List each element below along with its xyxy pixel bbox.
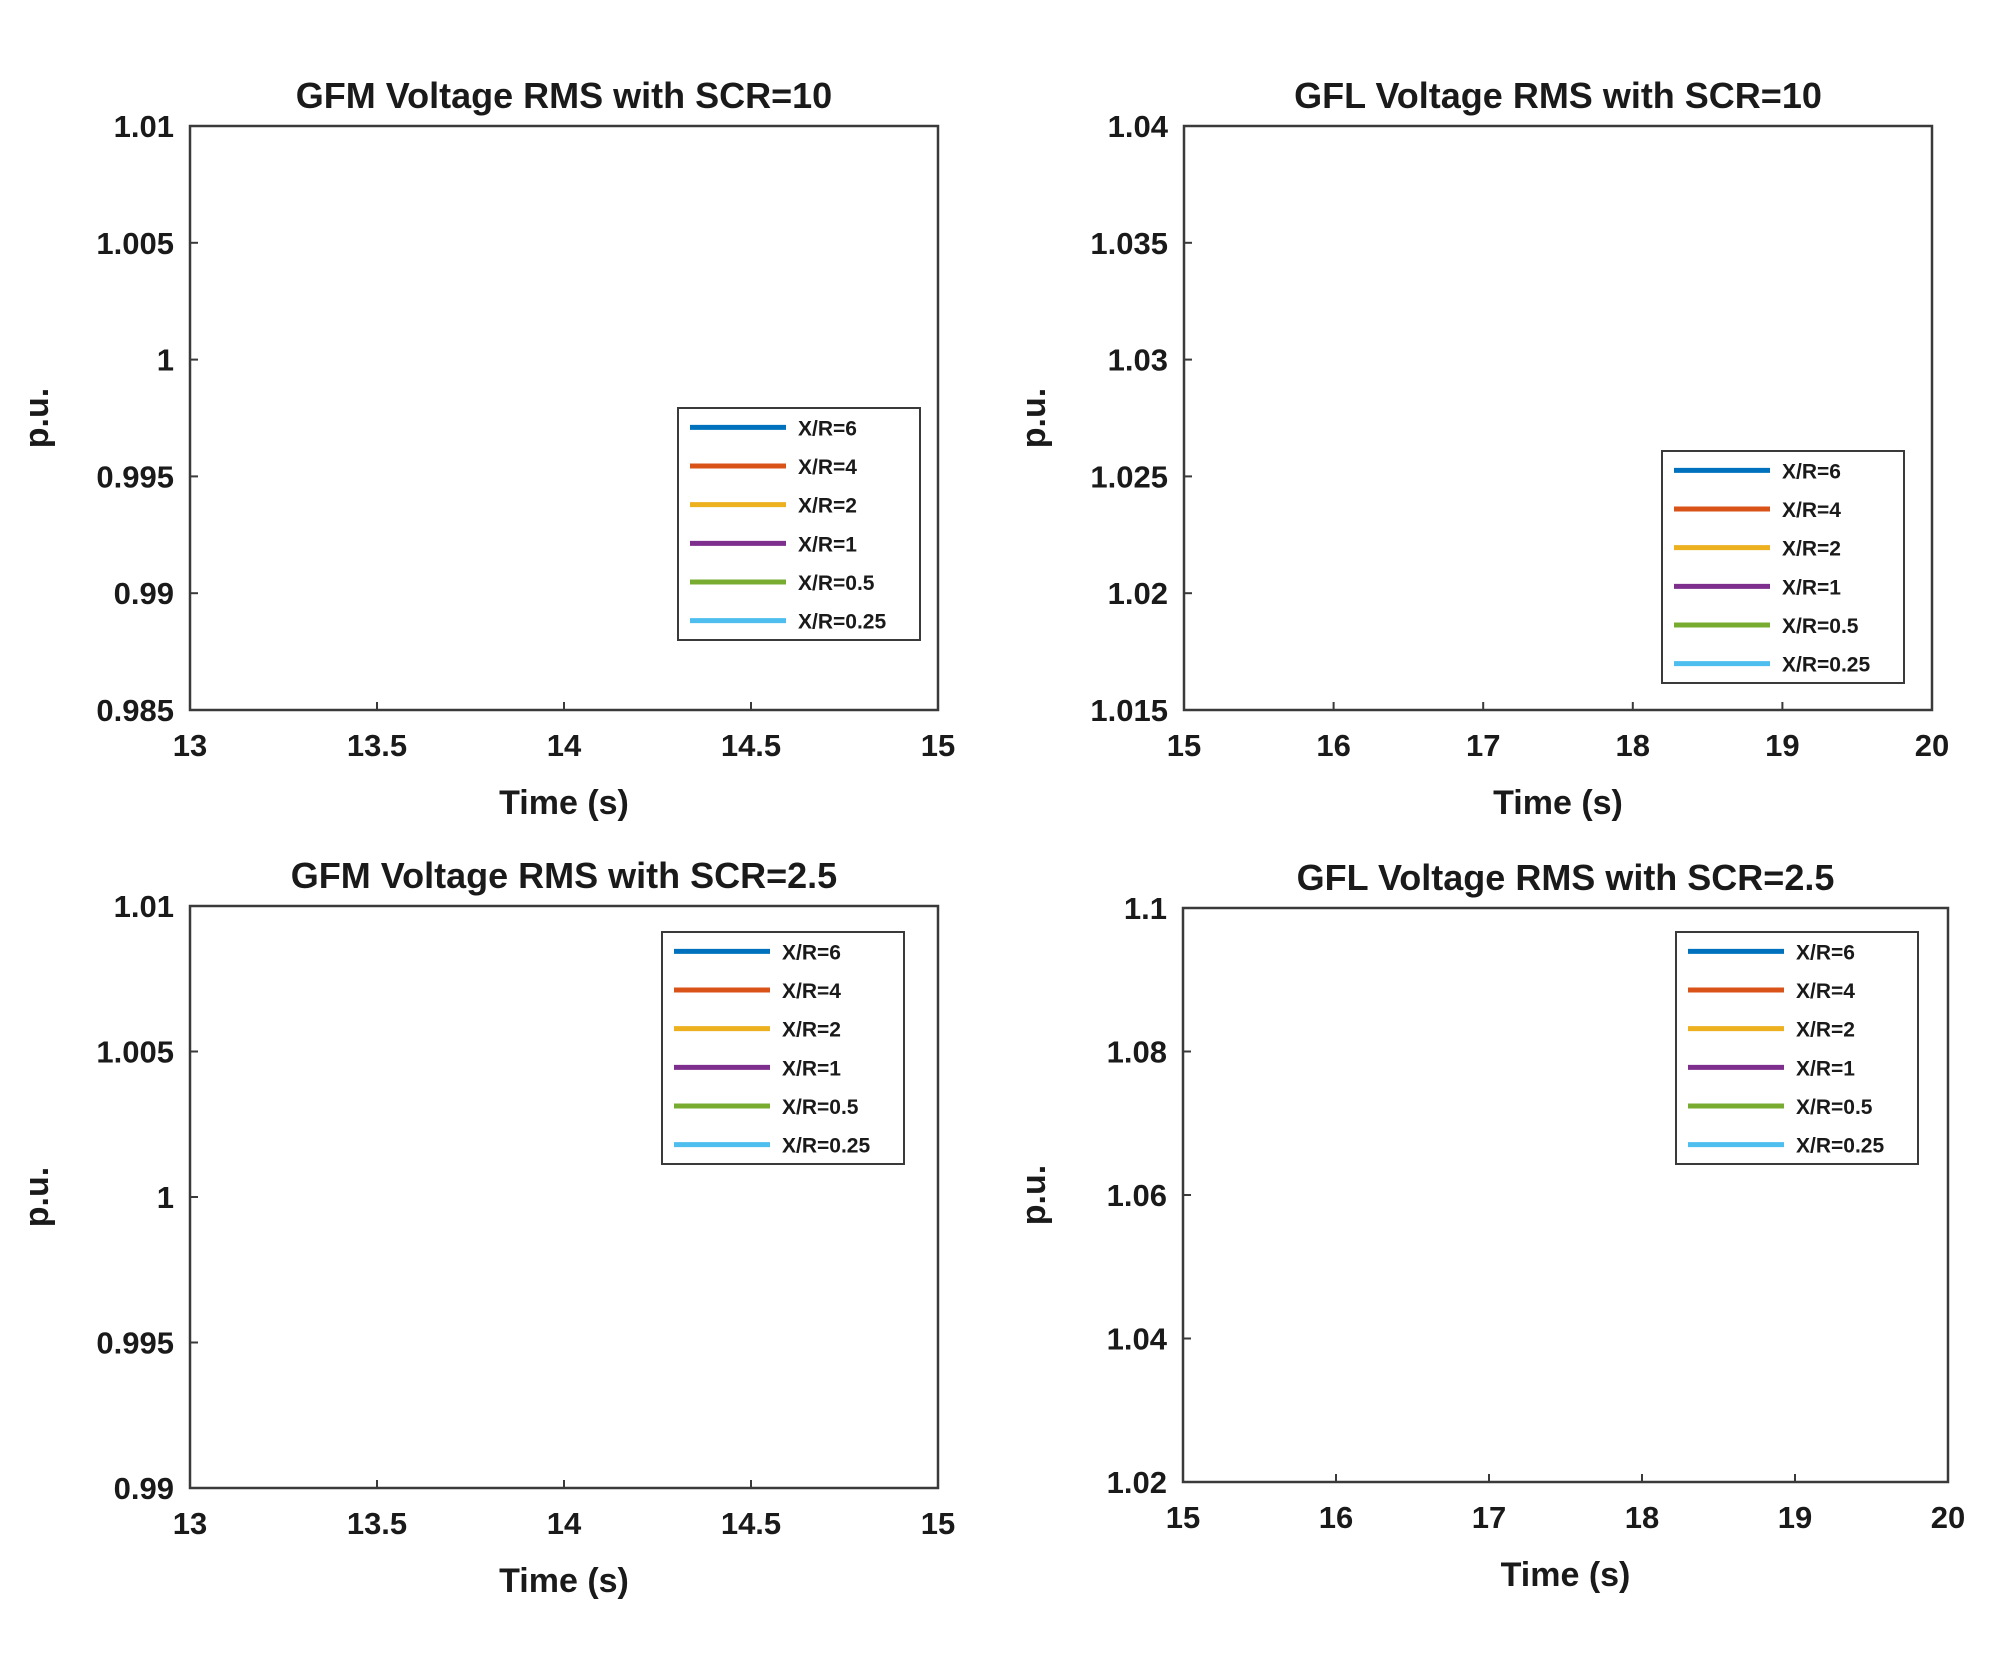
legend-entry: X/R=2 (1782, 538, 1841, 561)
x-tick-label: 13.5 (347, 728, 407, 763)
x-axis-label: Time (s) (499, 784, 629, 822)
legend-entry: X/R=4 (1796, 980, 1855, 1003)
chart-title: GFM Voltage RMS with SCR=2.5 (291, 855, 837, 896)
y-axis-label: p.u. (18, 1167, 56, 1227)
y-tick-label: 1.015 (1090, 693, 1168, 728)
legend-box (1661, 450, 1905, 684)
chart-gfl-scr2-5: 15 16 17 18 19 20 1.02 1.04 1.06 1.08 1.1 GFL Volta… (997, 832, 1994, 1664)
y-tick-label: 1.01 (114, 889, 174, 924)
legend-box (677, 407, 921, 641)
x-tick-label: 13.5 (347, 1506, 407, 1541)
legend-entry: X/R=1 (798, 533, 857, 556)
x-tick-label: 14 (547, 728, 582, 763)
chart-svg: 13 13.5 14 14.5 15 0.985 0.99 0.995 1 1.005 1.01 GF… (18, 75, 955, 822)
legend-entry: X/R=1 (782, 1057, 841, 1080)
x-axis-label: Time (s) (499, 1562, 629, 1600)
y-tick-label: 1.03 (1108, 343, 1168, 378)
y-tick-label: 0.99 (114, 576, 174, 611)
x-tick-label: 19 (1778, 1500, 1812, 1535)
legend: X/R=6 X/R=4 X/R=2 X/R=1 X/R=0.5 X/R=0.25 (661, 931, 905, 1165)
legend-entry: X/R=0.25 (1796, 1135, 1884, 1158)
legend-entry: X/R=4 (782, 980, 841, 1003)
x-tick-label: 18 (1616, 728, 1650, 763)
chart-title: GFL Voltage RMS with SCR=2.5 (1297, 857, 1835, 898)
x-tick-label: 19 (1765, 728, 1799, 763)
chart-svg: 15 16 17 18 19 20 1.015 1.02 1.025 1.03 1.035 1.04 G… (1015, 75, 1949, 822)
x-tick-label: 13 (173, 1506, 207, 1541)
x-tick-label: 18 (1625, 1500, 1659, 1535)
y-tick-label: 1.005 (96, 1035, 174, 1070)
legend-entry: X/R=2 (798, 495, 857, 518)
x-axis-label: Time (s) (1493, 784, 1623, 822)
legend: X/R=6 X/R=4 X/R=2 X/R=1 X/R=0.5 X/R=0.25 (677, 407, 921, 641)
x-tick-label: 16 (1316, 728, 1350, 763)
x-tick-label: 20 (1915, 728, 1949, 763)
x-tick-label: 14.5 (721, 728, 781, 763)
y-tick-label: 1.1 (1124, 891, 1167, 926)
y-tick-label: 0.995 (96, 1326, 174, 1361)
x-tick-label: 17 (1472, 1500, 1506, 1535)
chart-gfl-scr10: 15 16 17 18 19 20 1.015 1.02 1.025 1.03 1.035 1.04 G… (997, 0, 1994, 832)
y-tick-label: 1.01 (114, 109, 174, 144)
legend-entry: X/R=0.25 (1782, 654, 1870, 677)
y-tick-label: 1.02 (1107, 1465, 1167, 1500)
legend-entry: X/R=4 (1782, 499, 1841, 522)
y-axis-label: p.u. (18, 388, 56, 448)
legend-box (661, 931, 905, 1165)
y-axis-label: p.u. (1015, 388, 1053, 448)
legend-entry: X/R=6 (1782, 460, 1841, 483)
y-tick-label: 0.995 (96, 459, 174, 494)
legend: X/R=6 X/R=4 X/R=2 X/R=1 X/R=0.5 X/R=0.25 (1661, 450, 1905, 684)
legend-entry: X/R=6 (1796, 941, 1855, 964)
x-tick-label: 15 (921, 1506, 955, 1541)
x-tick-label: 13 (173, 728, 207, 763)
y-tick-label: 1.04 (1108, 109, 1169, 144)
x-tick-label: 16 (1319, 1500, 1353, 1535)
legend-entry: X/R=0.5 (798, 572, 875, 595)
chart-svg: 15 16 17 18 19 20 1.02 1.04 1.06 1.08 1.1 GFL Volta… (1015, 857, 1965, 1594)
y-tick-label: 1.04 (1107, 1322, 1168, 1357)
chart-gfm-scr2-5: 13 13.5 14 14.5 15 0.99 0.995 1 1.005 1.01 GFM Vol… (0, 832, 997, 1664)
x-tick-label: 17 (1466, 728, 1500, 763)
chart-svg: 13 13.5 14 14.5 15 0.99 0.995 1 1.005 1.01 GFM Vol… (18, 855, 955, 1600)
y-tick-label: 1.02 (1108, 576, 1168, 611)
y-tick-label: 0.99 (114, 1471, 174, 1506)
legend-entry: X/R=1 (1796, 1057, 1855, 1080)
chart-gfm-scr10: 13 13.5 14 14.5 15 0.985 0.99 0.995 1 1.005 1.01 GF… (0, 0, 997, 832)
y-tick-label: 1 (157, 343, 174, 378)
chart-title: GFL Voltage RMS with SCR=10 (1294, 75, 1822, 116)
y-tick-label: 1.005 (96, 226, 174, 261)
y-tick-label: 1.035 (1090, 226, 1168, 261)
y-tick-label: 1 (157, 1180, 174, 1215)
y-axis-label: p.u. (1015, 1165, 1053, 1225)
legend: X/R=6 X/R=4 X/R=2 X/R=1 X/R=0.5 X/R=0.25 (1675, 931, 1919, 1165)
legend-entry: X/R=2 (782, 1019, 841, 1042)
legend-entry: X/R=0.5 (782, 1096, 859, 1119)
legend-entry: X/R=6 (782, 941, 841, 964)
x-tick-label: 15 (1166, 1500, 1200, 1535)
chart-title: GFM Voltage RMS with SCR=10 (296, 75, 832, 116)
legend-entry: X/R=0.25 (782, 1135, 870, 1158)
x-tick-label: 14 (547, 1506, 582, 1541)
legend-entry: X/R=0.25 (798, 611, 886, 634)
x-tick-label: 15 (1167, 728, 1201, 763)
x-tick-label: 14.5 (721, 1506, 781, 1541)
legend-box (1675, 931, 1919, 1165)
legend-entry: X/R=6 (798, 417, 857, 440)
legend-entry: X/R=4 (798, 456, 857, 479)
y-tick-label: 1.025 (1090, 459, 1168, 494)
x-axis-label: Time (s) (1501, 1556, 1631, 1594)
legend-entry: X/R=0.5 (1796, 1096, 1873, 1119)
legend-entry: X/R=2 (1796, 1019, 1855, 1042)
y-tick-label: 1.06 (1107, 1178, 1167, 1213)
y-tick-label: 0.985 (96, 693, 174, 728)
x-tick-label: 15 (921, 728, 955, 763)
y-tick-label: 1.08 (1107, 1035, 1167, 1070)
legend-entry: X/R=0.5 (1782, 615, 1859, 638)
x-tick-label: 20 (1931, 1500, 1965, 1535)
legend-entry: X/R=1 (1782, 576, 1841, 599)
